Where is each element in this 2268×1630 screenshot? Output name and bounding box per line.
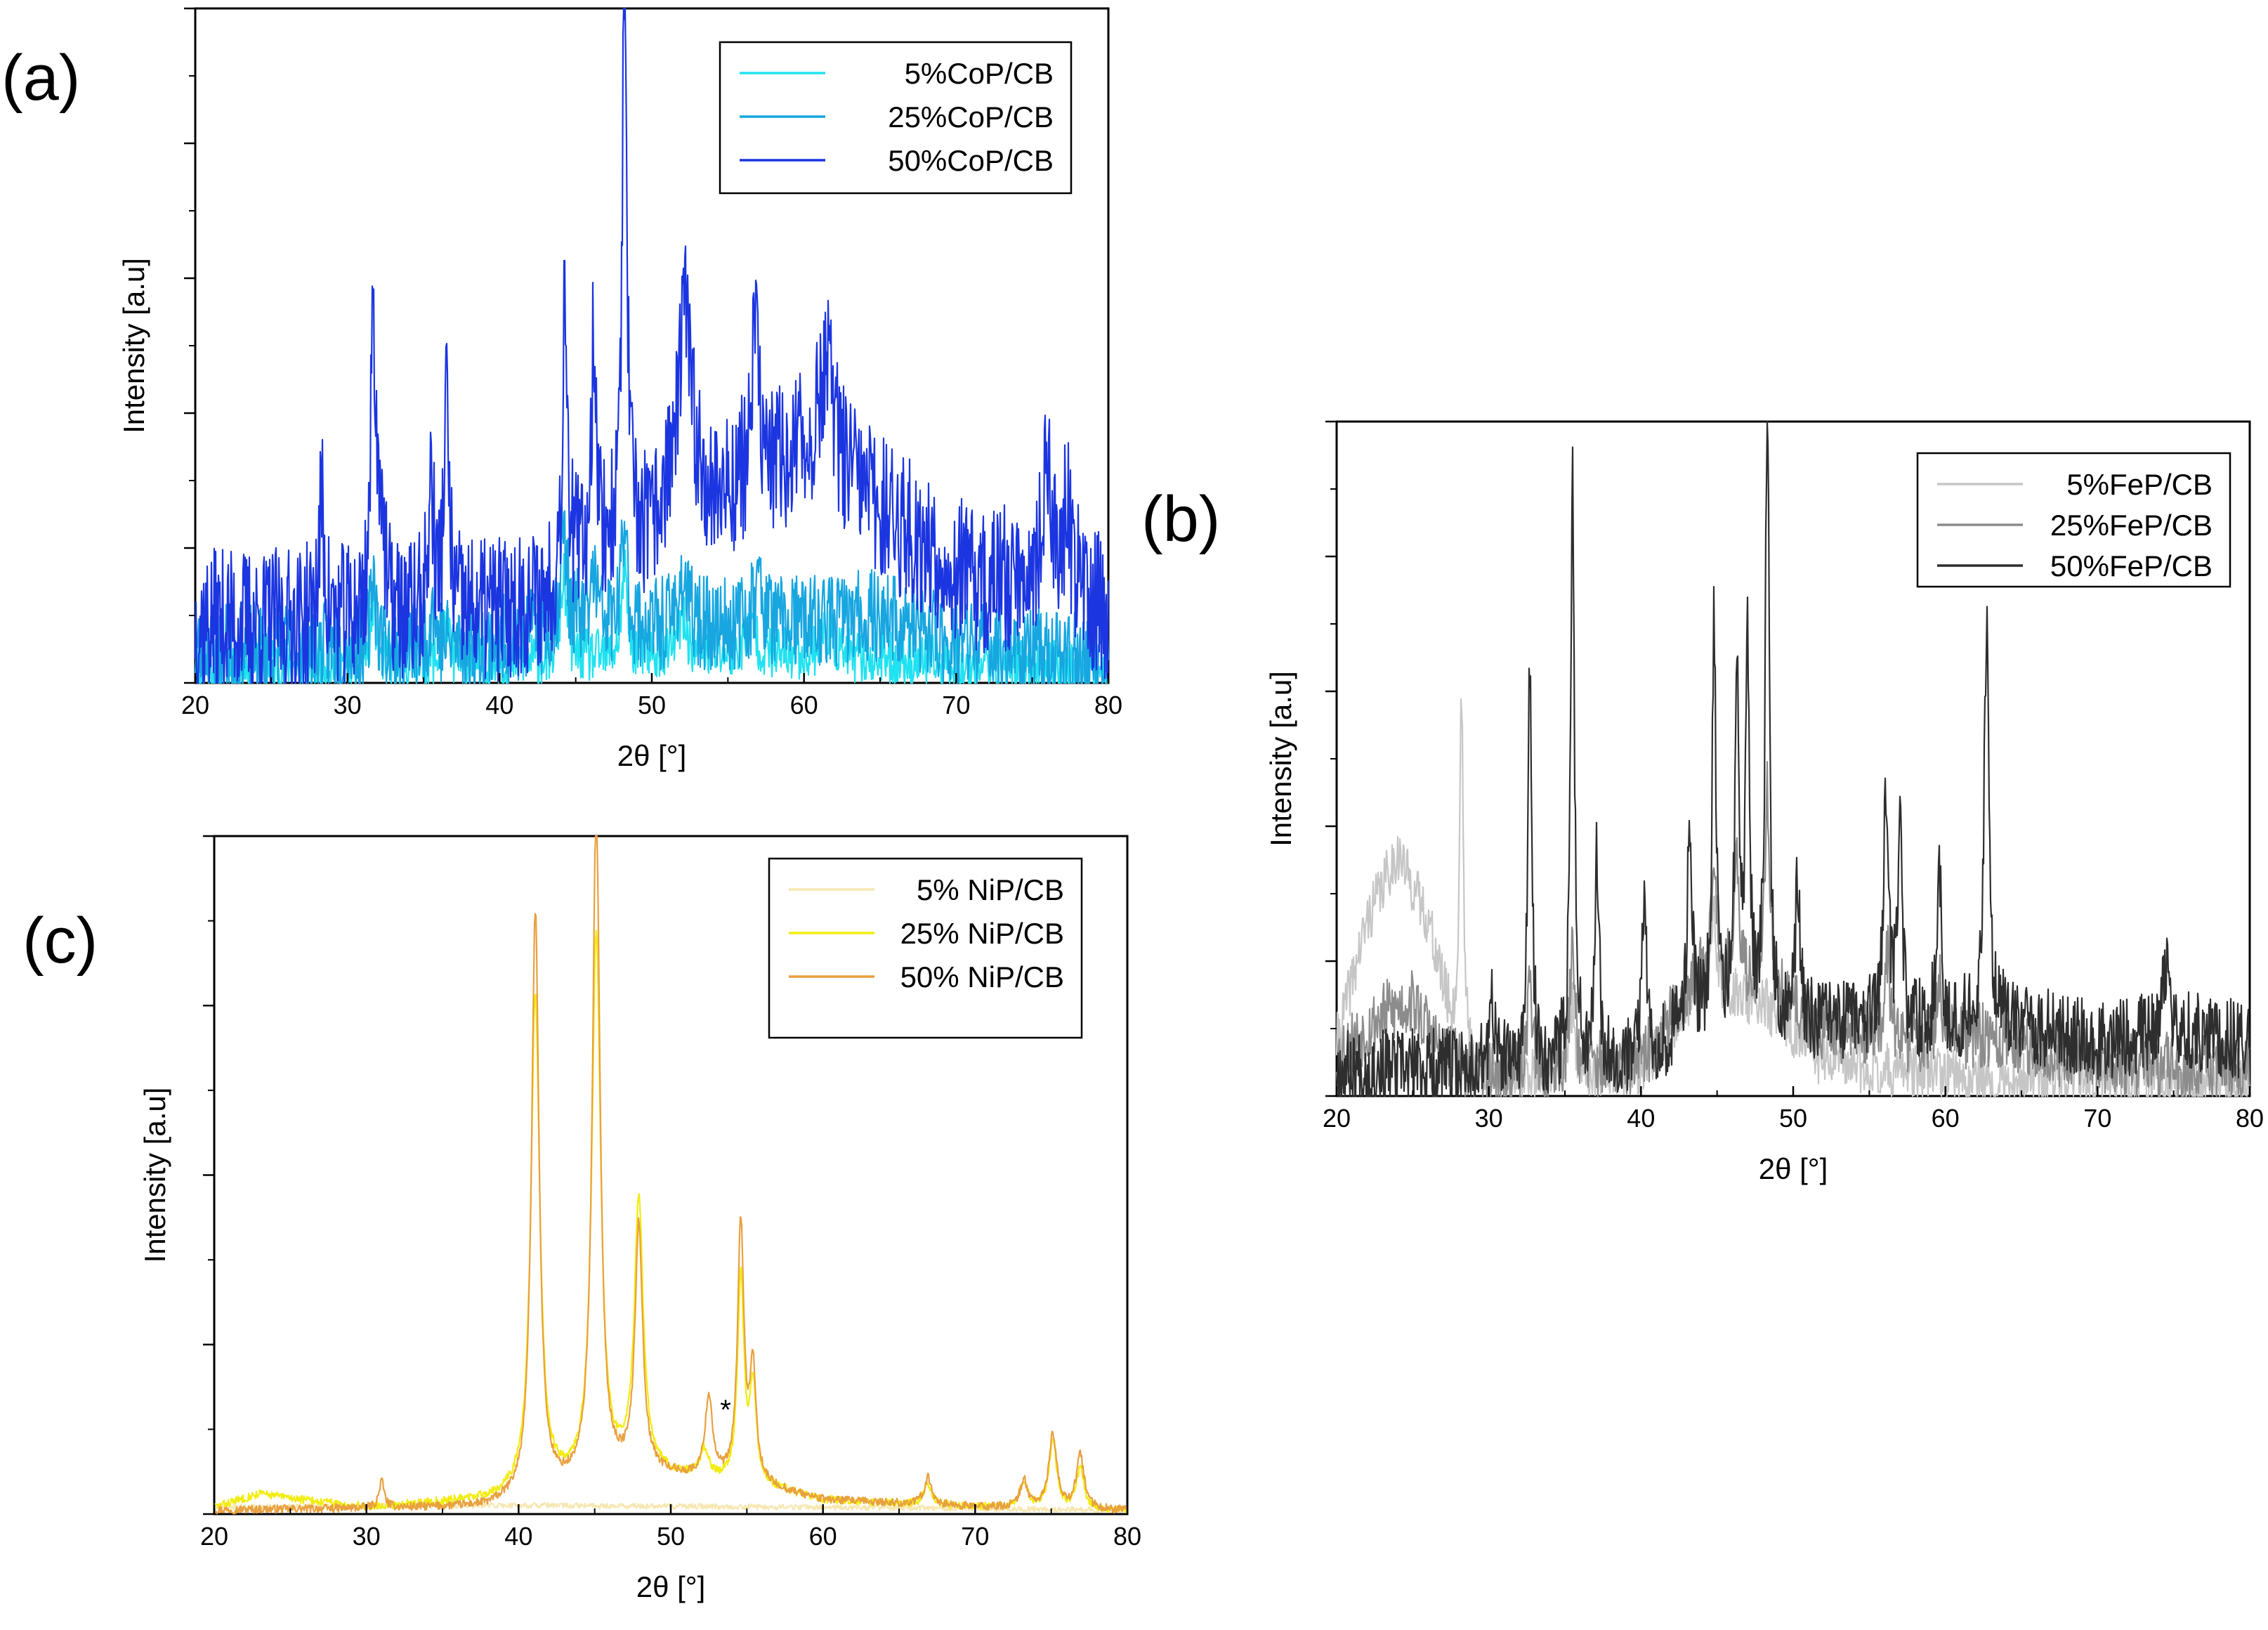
legend-entry-50-cop: 50%CoP/CB [888,144,1054,177]
x-tick-label: 30 [334,691,362,719]
x-tick-label: 70 [2083,1104,2111,1133]
panel-a-y-axis-label: Intensity [a.u] [117,258,150,433]
panel-a: (a) 20 30 40 50 60 70 80 2θ [°] Intensity [a.u… [1,7,1122,772]
x-tick-label: 60 [1932,1104,1960,1133]
panel-b-legend: 5%FeP/CB 25%FeP/CB 50%FeP/CB [1916,452,2231,588]
legend-entry-5-fep: 5%FeP/CB [2066,468,2213,501]
x-tick-label: 80 [1094,691,1122,719]
panel-b-x-axis-label: 2θ [°] [1759,1152,1828,1185]
x-tick-label: 60 [809,1522,837,1551]
x-tick-label: 20 [1323,1104,1351,1133]
x-tick-label: 20 [181,691,209,719]
x-tick-label: 50 [657,1522,685,1551]
x-tick-label: 40 [1627,1104,1655,1133]
panel-c-asterisk-annotation: * [720,1395,731,1426]
panel-b-series-group [1335,420,2251,1097]
x-tick-label: 40 [504,1522,532,1551]
legend-entry-50-fep: 50%FeP/CB [2050,549,2213,582]
panel-c-ticks: 20 30 40 50 60 70 80 [200,835,1141,1551]
x-tick-label: 60 [790,691,818,719]
x-tick-label: 70 [961,1522,989,1551]
panel-a-legend: 5%CoP/CB 25%CoP/CB 50%CoP/CB [719,41,1073,195]
legend-entry-25-fep: 25%FeP/CB [2050,509,2213,542]
panel-b: (b) 20 30 40 50 60 70 80 2θ [°] Intensity [a.u… [1141,420,2264,1185]
panel-b-ticks: 20 30 40 50 60 70 80 [1323,420,2264,1133]
series-line-50-cop-cb [194,7,1110,684]
x-tick-label: 50 [638,691,666,719]
panel-a-x-axis-label: 2θ [°] [617,739,687,772]
x-tick-label: 30 [353,1522,381,1551]
x-tick-label: 80 [1113,1522,1141,1551]
panel-a-ticks: 20 30 40 50 60 70 80 [181,7,1122,719]
panel-b-tag: (b) [1141,483,1220,555]
x-tick-label: 80 [2236,1104,2264,1133]
legend-entry-25-cop: 25%CoP/CB [888,100,1054,133]
panel-c-x-axis-label: 2θ [°] [636,1570,706,1603]
x-tick-label: 40 [485,691,513,719]
legend-entry-25-nip: 25% NiP/CB [900,917,1064,950]
panel-c-y-axis-label: Intensity [a.u] [138,1088,171,1263]
x-tick-label: 20 [200,1522,228,1551]
legend-entry-5-cop: 5%CoP/CB [905,57,1054,90]
x-tick-label: 50 [1779,1104,1807,1133]
panel-c-legend: 5% NiP/CB 25% NiP/CB 50% NiP/CB [768,857,1083,1039]
panel-c: (c) 20 30 40 50 60 70 80 * 2θ [°] Intensity [a… [22,835,1141,1603]
panel-a-tag: (a) [1,42,80,114]
panel-c-tag: (c) [22,905,98,977]
legend-entry-50-nip: 50% NiP/CB [900,960,1064,993]
panel-b-y-axis-label: Intensity [a.u] [1264,671,1297,847]
series-line-50-fep-cb [1335,420,2251,1097]
x-tick-label: 30 [1475,1104,1503,1133]
x-tick-label: 70 [942,691,970,719]
legend-entry-5-nip: 5% NiP/CB [917,873,1064,906]
